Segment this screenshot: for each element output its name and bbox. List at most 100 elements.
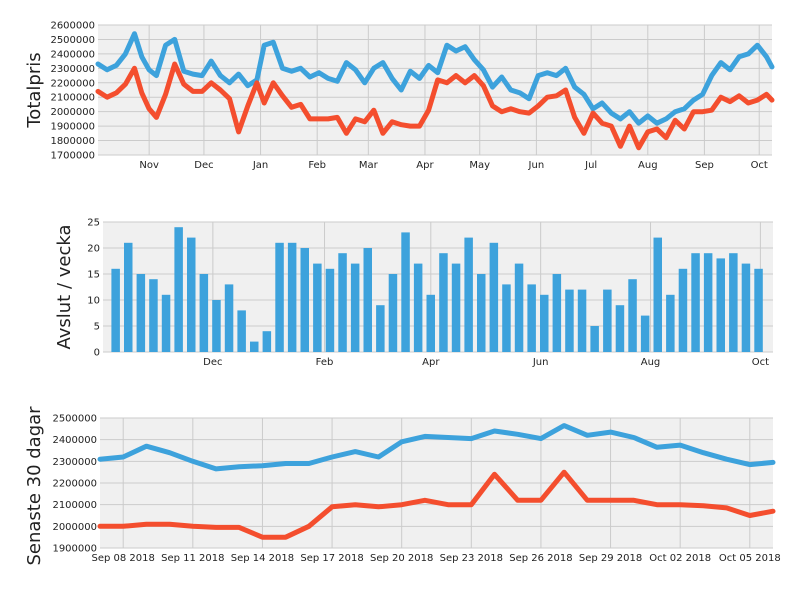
last30-y-tick-label: 2300000 bbox=[52, 457, 97, 468]
price-y-tick-label: 1900000 bbox=[50, 122, 95, 133]
last30-x-tick-label: Oct 02 2018 bbox=[649, 553, 711, 564]
chart-price: 1700000 1800000 1900000 2000000 2100000 22000… bbox=[24, 21, 775, 171]
last30-y-tick-label: 2200000 bbox=[52, 479, 97, 490]
deals-x-tick-label: Aug bbox=[641, 357, 661, 368]
price-x-tick-label: Nov bbox=[139, 160, 159, 171]
deals-bar bbox=[577, 289, 587, 352]
price-y-tick-label: 2500000 bbox=[50, 35, 95, 46]
last30-y-tick-label: 2400000 bbox=[52, 435, 97, 446]
deals-bar bbox=[464, 237, 473, 352]
deals-y-tick-label: 15 bbox=[87, 270, 100, 281]
deals-x-tick-label: Feb bbox=[316, 357, 334, 368]
deals-bar bbox=[124, 242, 133, 352]
last30-y-axis-label: Senaste 30 dagar bbox=[24, 406, 45, 566]
last30-x-tick-label: Sep 26 2018 bbox=[509, 553, 572, 564]
price-x-tick-label: Dec bbox=[194, 160, 213, 171]
deals-bar bbox=[502, 284, 511, 352]
chart-last-30-days: 1900000 2000000 2100000 2200000 2300000 24000… bbox=[24, 406, 781, 566]
price-x-tick-label: May bbox=[469, 160, 490, 171]
price-x-tick-label: Feb bbox=[308, 160, 326, 171]
last30-x-tick-label: Sep 29 2018 bbox=[579, 553, 642, 564]
deals-y-axis-label: Avslut / vecka bbox=[54, 224, 75, 349]
deals-bar bbox=[237, 310, 246, 352]
deals-bar bbox=[401, 232, 410, 352]
deals-bar bbox=[754, 268, 763, 352]
deals-bar bbox=[716, 258, 725, 352]
deals-bar bbox=[603, 289, 612, 352]
price-y-tick-label: 2000000 bbox=[50, 107, 95, 118]
last30-y-tick-label: 2000000 bbox=[52, 522, 97, 533]
price-x-tick-label: Sep bbox=[695, 160, 714, 171]
deals-bar bbox=[451, 263, 461, 352]
deals-bar bbox=[262, 331, 272, 352]
deals-bar bbox=[136, 274, 146, 352]
chart-weekly-deals: 0 5 10 15 20 25 Dec Feb Apr Jun Aug Oct Avslut / v… bbox=[54, 218, 773, 368]
deals-y-tick-label: 25 bbox=[87, 218, 100, 229]
deals-bar bbox=[313, 263, 322, 352]
deals-bar bbox=[363, 248, 372, 352]
price-series-line-red bbox=[95, 61, 775, 151]
deals-y-tick-label: 0 bbox=[94, 348, 100, 359]
deals-bar bbox=[514, 263, 524, 352]
deals-x-tick-label: Oct bbox=[752, 357, 769, 368]
last30-series-line-red bbox=[97, 469, 776, 540]
price-series-line-blue bbox=[95, 31, 775, 126]
deals-x-tick-label: Dec bbox=[203, 357, 222, 368]
deals-bar bbox=[300, 248, 309, 352]
deals-bar bbox=[199, 274, 209, 352]
deals-bar bbox=[439, 253, 448, 352]
deals-bar bbox=[161, 294, 171, 352]
price-x-tick-label: Apr bbox=[416, 160, 434, 171]
deals-bar bbox=[741, 263, 751, 352]
deals-y-tick-label: 20 bbox=[87, 244, 100, 255]
deals-bar bbox=[149, 279, 158, 352]
deals-bar bbox=[413, 263, 423, 352]
deals-bar bbox=[250, 341, 259, 352]
last30-x-tick-label: Sep 14 2018 bbox=[231, 553, 294, 564]
last30-x-tick-label: Sep 20 2018 bbox=[370, 553, 433, 564]
deals-bar bbox=[615, 305, 625, 352]
deals-bar bbox=[426, 294, 435, 352]
deals-bar bbox=[666, 294, 675, 352]
last30-y-tick-label: 2100000 bbox=[52, 500, 97, 511]
deals-bar bbox=[287, 242, 297, 352]
price-x-tick-label: Jul bbox=[584, 160, 597, 171]
deals-y-tick-label: 10 bbox=[87, 296, 100, 307]
price-y-tick-label: 2200000 bbox=[50, 78, 95, 89]
last30-x-tick-label: Sep 08 2018 bbox=[92, 553, 155, 564]
last30-x-tick-label: Sep 11 2018 bbox=[161, 553, 224, 564]
deals-bar bbox=[350, 263, 360, 352]
last30-series-line-blue bbox=[97, 423, 776, 472]
deals-y-tick-label: 5 bbox=[94, 322, 100, 333]
deals-bar bbox=[565, 289, 574, 352]
deals-x-tick-label: Jun bbox=[532, 357, 549, 368]
deals-bar bbox=[653, 237, 662, 352]
price-y-axis-label: Totalpris bbox=[24, 52, 45, 128]
deals-bar bbox=[640, 315, 650, 352]
deals-bar bbox=[628, 279, 637, 352]
deals-bar bbox=[703, 253, 713, 352]
price-x-tick-label: Mar bbox=[359, 160, 379, 171]
deals-bar bbox=[388, 274, 398, 352]
deals-bar bbox=[224, 284, 234, 352]
price-x-tick-label: Jan bbox=[252, 160, 268, 171]
deals-x-tick-label: Apr bbox=[422, 357, 440, 368]
deals-bar bbox=[489, 242, 499, 352]
price-y-tick-label: 2600000 bbox=[50, 21, 95, 32]
deals-bar bbox=[174, 227, 183, 352]
deals-bar bbox=[552, 274, 562, 352]
price-y-tick-label: 2400000 bbox=[50, 49, 95, 60]
price-y-tick-label: 2300000 bbox=[50, 64, 95, 75]
last30-y-tick-label: 2500000 bbox=[52, 414, 97, 425]
deals-bar bbox=[338, 253, 347, 352]
last30-x-tick-label: Sep 17 2018 bbox=[300, 553, 363, 564]
price-x-tick-label: Aug bbox=[638, 160, 658, 171]
deals-bar bbox=[111, 268, 120, 352]
price-x-tick-label: Oct bbox=[751, 160, 768, 171]
last30-x-tick-label: Sep 23 2018 bbox=[440, 553, 503, 564]
deals-bar bbox=[212, 300, 221, 352]
deals-bar bbox=[325, 268, 335, 352]
last30-x-tick-label: Oct 05 2018 bbox=[719, 553, 781, 564]
deals-bar bbox=[540, 294, 549, 352]
